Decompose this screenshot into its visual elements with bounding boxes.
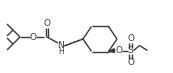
Text: N: N [58, 41, 64, 51]
Text: O: O [115, 46, 122, 55]
Text: O: O [43, 19, 51, 28]
Text: O: O [30, 32, 37, 41]
Text: S: S [128, 46, 133, 55]
Text: O: O [127, 34, 134, 43]
Polygon shape [108, 49, 115, 52]
Text: H: H [58, 48, 64, 57]
Text: O: O [127, 58, 134, 67]
